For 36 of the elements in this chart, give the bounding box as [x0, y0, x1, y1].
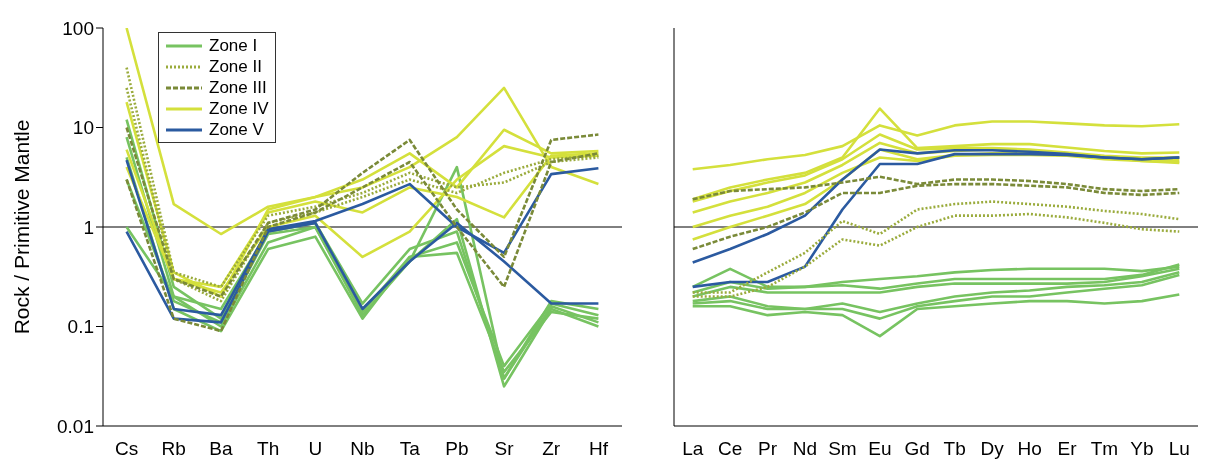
x-tick-label: Pr: [758, 438, 778, 460]
legend-label: Zone IV: [209, 98, 269, 119]
x-tick-label: Ba: [209, 438, 233, 460]
x-tick-label: Hf: [588, 438, 609, 460]
y-tick-label: 0.01: [57, 415, 94, 437]
x-tick-label: Tm: [1090, 438, 1119, 460]
x-tick-label: Gd: [904, 438, 930, 460]
x-tick-label: Er: [1057, 438, 1078, 460]
y-tick-label: 0.1: [67, 316, 94, 338]
y-tick-label: 1: [83, 216, 94, 238]
legend-label: Zone I: [209, 35, 258, 56]
x-tick-label: Ta: [399, 438, 421, 460]
x-tick-label: Dy: [980, 438, 1005, 460]
x-tick-label: La: [682, 438, 704, 460]
x-tick-label: Rb: [161, 438, 186, 460]
x-tick-label: Nd: [792, 438, 818, 460]
legend-label: Zone III: [209, 77, 267, 98]
x-tick-label: Sr: [494, 438, 515, 460]
x-tick-label: Lu: [1168, 438, 1190, 460]
y-tick-label: 100: [62, 17, 94, 39]
x-tick-label: Th: [257, 438, 280, 460]
legend-label: Zone II: [209, 56, 262, 77]
x-tick-label: Pb: [445, 438, 469, 460]
y-axis-title: Rock / Primitive Mantle: [10, 119, 34, 335]
x-tick-label: Ce: [717, 438, 743, 460]
x-tick-label: Zr: [542, 438, 561, 460]
legend-label: Zone V: [209, 119, 264, 140]
x-tick-label: Yb: [1130, 438, 1154, 460]
x-tick-label: Eu: [868, 438, 892, 460]
x-tick-label: Nb: [350, 438, 375, 460]
x-tick-label: Cs: [114, 438, 139, 460]
x-tick-label: Sm: [828, 438, 857, 460]
x-tick-label: Ho: [1017, 438, 1042, 460]
x-tick-label: Tb: [943, 438, 966, 460]
y-tick-label: 10: [72, 117, 94, 139]
x-tick-label: U: [308, 438, 323, 460]
